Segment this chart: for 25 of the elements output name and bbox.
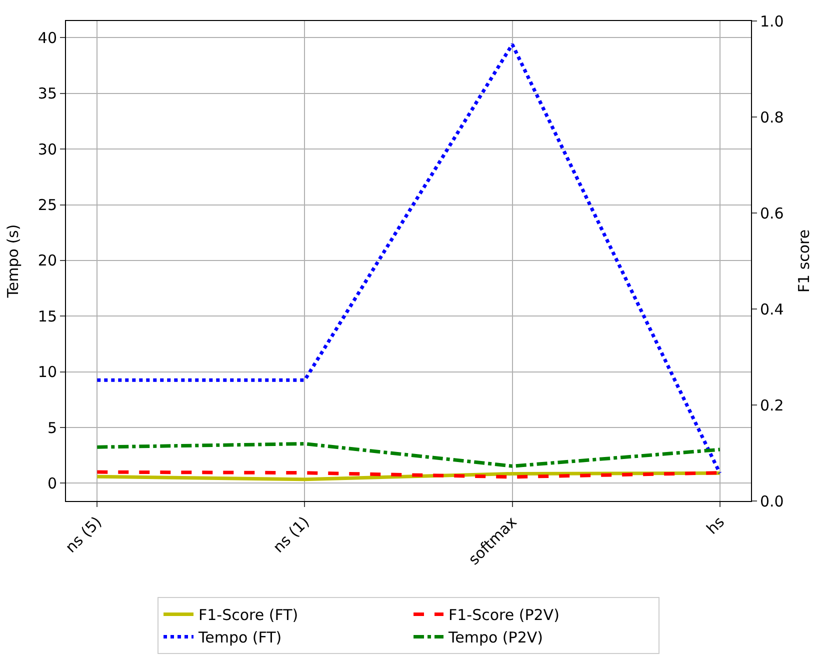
y2-tick-label: 0.4 bbox=[760, 300, 784, 318]
y2-tick-label: 0.6 bbox=[760, 204, 784, 222]
x-tick-label: hs bbox=[703, 512, 728, 538]
y-tick-label: 40 bbox=[38, 28, 57, 47]
y-tick-label: 35 bbox=[38, 84, 57, 103]
y2-axis-title: F1 score bbox=[794, 229, 813, 293]
y-tick-label: 10 bbox=[38, 363, 57, 382]
y-tick-label: 25 bbox=[38, 196, 57, 214]
y-tick-label: 15 bbox=[38, 307, 57, 326]
y-tick-label: 30 bbox=[38, 140, 57, 158]
y-axis-title: Tempo (s) bbox=[4, 224, 22, 299]
x-tick-label: ns (5) bbox=[62, 512, 106, 556]
x-tick-label: ns (1) bbox=[269, 512, 313, 556]
y2-tick-label: 0.2 bbox=[760, 396, 784, 414]
legend-label: Tempo (P2V) bbox=[448, 628, 543, 647]
y-tick-label: 20 bbox=[38, 252, 57, 270]
y2-tick-label: 0.8 bbox=[760, 108, 784, 126]
y-tick-label: 0 bbox=[47, 474, 57, 492]
y2-tick-label: 0.0 bbox=[760, 492, 784, 510]
line-series bbox=[95, 442, 722, 468]
y-tick-label: 5 bbox=[47, 418, 57, 437]
legend-label: F1-Score (P2V) bbox=[448, 606, 560, 624]
legend-label: Tempo (FT) bbox=[198, 628, 282, 647]
y2-tick-label: 1.0 bbox=[760, 12, 784, 30]
legend-label: F1-Score (FT) bbox=[198, 606, 298, 624]
